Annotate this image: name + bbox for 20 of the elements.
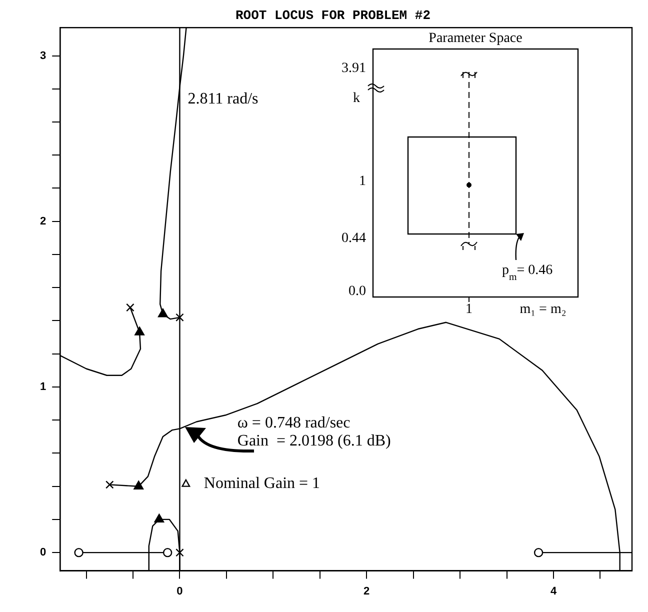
y-tick-label: 2: [40, 215, 46, 228]
y-tick-label: 3: [40, 50, 46, 62]
annotation: 0.0: [348, 284, 366, 299]
text: k: [353, 91, 360, 106]
annotation: 1: [359, 174, 366, 189]
legend-label: Nominal Gain = 1: [204, 475, 320, 492]
y-tick-label: 1: [40, 381, 46, 394]
text: Parameter Space: [428, 31, 522, 46]
annotation: 2.811 rad/s: [188, 90, 258, 108]
x-tick-label: 4: [550, 585, 558, 598]
annotation: 3.91: [342, 61, 366, 76]
text: m₁ = m₂: [520, 302, 566, 317]
annotation: 1: [466, 302, 472, 317]
x-tick-label: 2: [364, 585, 370, 598]
annotation: p$_{m}$= 0.46: [502, 263, 553, 282]
x-tick-label: 0: [176, 585, 183, 598]
annotation: 0.44: [342, 231, 366, 246]
annotation: ω = 0.748 rad/sec Gain = 2.0198 (6.1 dB): [237, 414, 391, 450]
chart-title: ROOT LOCUS FOR PROBLEM #2: [235, 8, 431, 24]
y-tick-label: 0: [40, 546, 46, 559]
